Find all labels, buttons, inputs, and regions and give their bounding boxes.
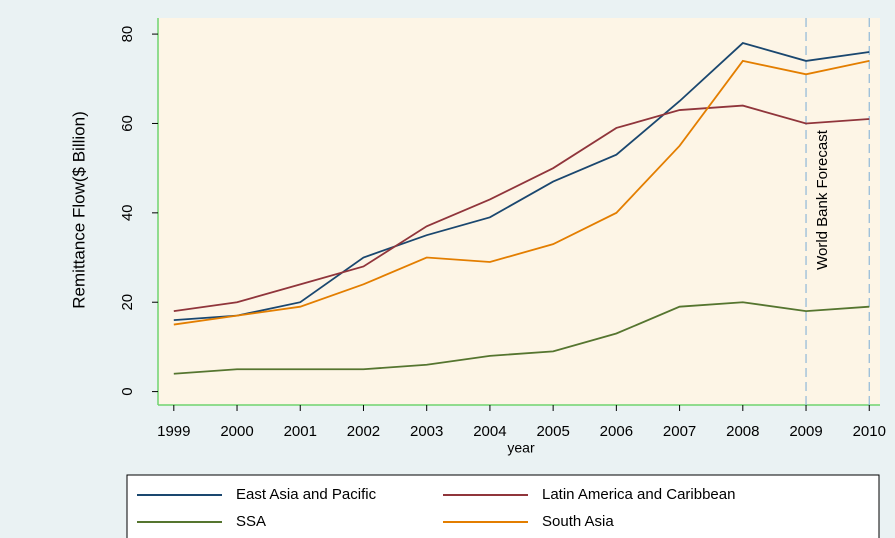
x-axis-label: year xyxy=(507,440,535,456)
legend-label: SSA xyxy=(236,513,266,530)
series-line xyxy=(173,301,870,375)
annotation: World Bank Forecast xyxy=(814,129,831,270)
y-tick-label: 20 xyxy=(119,294,136,311)
x-tick-label: 2005 xyxy=(536,423,569,440)
series-line xyxy=(173,59,870,326)
x-tick-label: 2004 xyxy=(473,423,506,440)
x-tick-label: 2000 xyxy=(220,423,253,440)
x-tick-label: 2006 xyxy=(600,423,633,440)
legend-label: East Asia and Pacific xyxy=(236,486,377,503)
x-tick-label: 2008 xyxy=(726,423,759,440)
x-tick-label: 2002 xyxy=(347,423,380,440)
x-tick-label: 1999 xyxy=(157,423,190,440)
x-tick-label: 2007 xyxy=(663,423,696,440)
y-tick-label: 60 xyxy=(119,115,136,132)
legend-label: Latin America and Caribbean xyxy=(542,486,735,503)
legend-box xyxy=(126,474,880,538)
y-axis-label: Remittance Flow($ Billion) xyxy=(69,111,88,308)
x-tick-label: 2009 xyxy=(789,423,822,440)
y-tick-label: 80 xyxy=(119,26,136,43)
x-tick-label: 2003 xyxy=(410,423,443,440)
plot-area xyxy=(158,18,880,405)
legend-label: South Asia xyxy=(542,513,614,530)
series-line xyxy=(173,42,870,321)
y-tick-label: 0 xyxy=(119,387,136,395)
series-line xyxy=(173,104,870,313)
x-tick-label: 2010 xyxy=(853,423,886,440)
x-tick-label: 2001 xyxy=(284,423,317,440)
y-tick-label: 40 xyxy=(119,204,136,221)
